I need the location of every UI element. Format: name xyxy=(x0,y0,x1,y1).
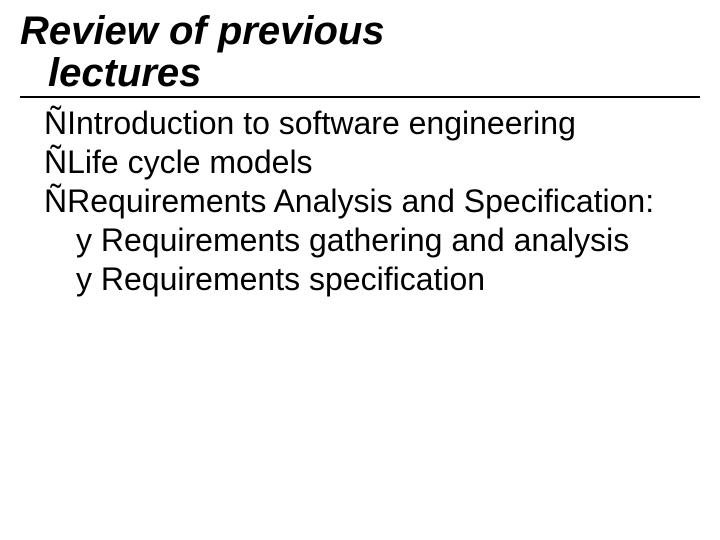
slide-title: Review of previous lectures xyxy=(20,10,700,98)
slide: { "title": { "line1": "Review of previou… xyxy=(0,0,720,540)
bullet-l1: ÑLife cycle models xyxy=(20,143,700,182)
bullet-l2: y Requirements gathering and analysis xyxy=(20,221,700,260)
bullet-glyph: Ñ xyxy=(44,105,67,141)
title-line-1: Review of previous xyxy=(20,10,700,52)
bullet-glyph: Ñ xyxy=(44,183,67,219)
bullet-text: Life cycle models xyxy=(67,144,312,180)
bullet-text: Introduction to software engineering xyxy=(67,105,576,141)
bullet-text: Requirements gathering and analysis xyxy=(101,222,629,258)
bullet-l2: y Requirements specification xyxy=(20,260,700,299)
title-line-2: lectures xyxy=(20,52,700,94)
bullet-l1: ÑIntroduction to software engineering xyxy=(20,104,700,143)
bullet-glyph: Ñ xyxy=(44,144,67,180)
bullet-text: Requirements specification xyxy=(101,261,485,297)
bullet-glyph: y xyxy=(76,261,92,297)
bullet-glyph: y xyxy=(76,222,92,258)
bullet-text: Requirements Analysis and Specification: xyxy=(67,183,654,219)
bullet-l1: ÑRequirements Analysis and Specification… xyxy=(20,182,700,221)
slide-body: ÑIntroduction to software engineering ÑL… xyxy=(20,104,700,299)
